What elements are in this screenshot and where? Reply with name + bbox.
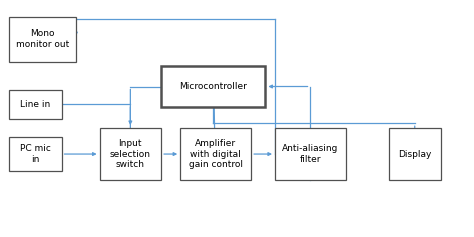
Bar bbox=[389, 128, 441, 180]
Text: Microcontroller: Microcontroller bbox=[179, 82, 247, 91]
Text: Input
selection
switch: Input selection switch bbox=[110, 139, 151, 169]
Text: Mono
monitor out: Mono monitor out bbox=[16, 29, 69, 49]
Bar bbox=[275, 128, 346, 180]
Bar bbox=[9, 90, 62, 118]
Text: Line in: Line in bbox=[20, 100, 51, 109]
Bar bbox=[161, 66, 265, 107]
Text: Anti-aliasing
filter: Anti-aliasing filter bbox=[283, 144, 338, 164]
Text: Amplifier
with digital
gain control: Amplifier with digital gain control bbox=[189, 139, 243, 169]
Bar bbox=[180, 128, 251, 180]
Bar bbox=[100, 128, 161, 180]
Text: Display: Display bbox=[398, 150, 431, 159]
Text: PC mic
in: PC mic in bbox=[20, 144, 51, 164]
Bar bbox=[9, 17, 76, 62]
Bar bbox=[9, 137, 62, 171]
